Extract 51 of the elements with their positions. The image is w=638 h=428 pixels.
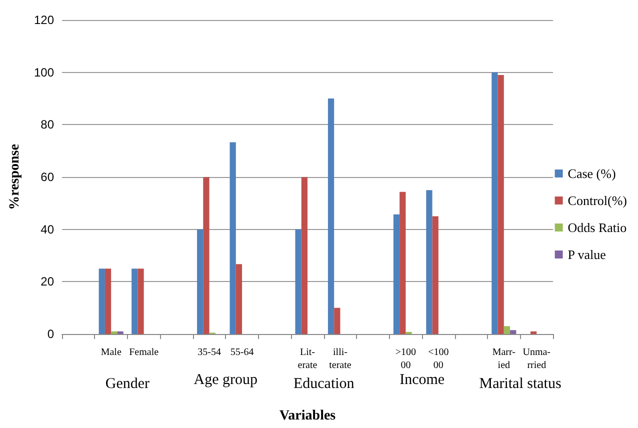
x-tick-label: <100 00 (428, 347, 449, 371)
bar (328, 98, 334, 334)
text: Income (400, 372, 445, 388)
bar (301, 177, 308, 334)
bar (510, 330, 516, 334)
y-tick-label: 80 (40, 118, 54, 132)
text: Education (293, 376, 355, 392)
bar (492, 72, 498, 334)
text: Gender (105, 376, 150, 392)
y-tick-label: 20 (40, 274, 54, 289)
bar (111, 331, 118, 334)
bar (117, 331, 124, 334)
y-tick-label: 100 (34, 65, 54, 80)
bar (334, 308, 340, 334)
bar (236, 264, 242, 334)
bar (393, 214, 400, 334)
legend-label: Odds Ratio (568, 220, 627, 235)
legend-label: P value (568, 247, 606, 262)
bar (432, 216, 438, 334)
bar (197, 229, 204, 334)
bar (98, 268, 105, 334)
bar (530, 331, 537, 334)
x-tick-label: Marr- ied (492, 347, 516, 371)
x-tick-label: Unma- rried (522, 347, 551, 371)
bar (498, 74, 504, 334)
text: Marital status (479, 376, 562, 392)
legend-label: Control(%) (568, 193, 628, 208)
x-tick-label: 35-54 (198, 347, 221, 358)
bar (400, 192, 406, 334)
x-tick-label: Female (129, 347, 160, 358)
text: Age group (194, 372, 258, 388)
y-tick-label: 0 (47, 327, 54, 341)
bar (295, 229, 302, 334)
x-tick-label: 55-64 (230, 347, 254, 358)
bar (138, 268, 144, 334)
bar (104, 268, 112, 334)
x-tick-label: >100 00 (395, 347, 416, 371)
x-tick-label: illi- terate (329, 347, 352, 371)
x-axis-title: Variables (279, 408, 336, 424)
legend-label: Case (%) (568, 166, 616, 181)
y-tick-label: 40 (40, 222, 54, 236)
bar (230, 142, 236, 334)
bar (426, 190, 432, 334)
y-axis-title: %response (8, 144, 22, 210)
bar (203, 177, 210, 334)
bar (504, 326, 510, 334)
x-tick-label: Male (100, 347, 122, 358)
x-tick-label: Lit- erate (298, 347, 318, 371)
y-tick-label: 120 (34, 13, 54, 27)
bar (132, 268, 138, 334)
y-tick-label: 60 (40, 170, 54, 184)
